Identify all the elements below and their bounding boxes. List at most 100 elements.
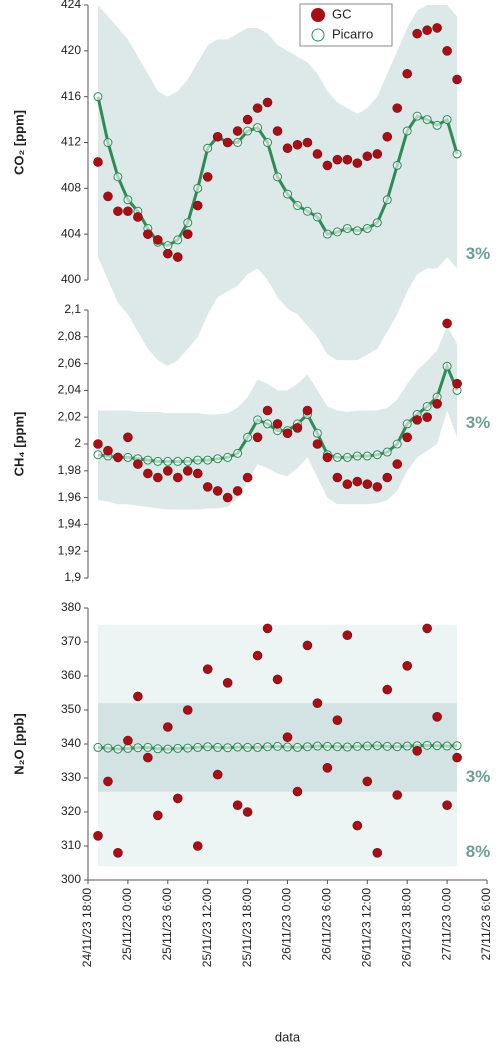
picarro-point [183, 743, 193, 753]
picarro-point [422, 740, 432, 750]
band-label: 3% [466, 767, 491, 786]
picarro-point [312, 428, 322, 438]
gc-point [442, 46, 452, 56]
gc-point [342, 630, 353, 641]
picarro-point [402, 741, 412, 751]
gc-point [352, 158, 363, 168]
y-tick-label: 1,98 [58, 463, 82, 477]
gc-point [382, 131, 393, 142]
y-axis-label: CH₄ [ppm] [11, 412, 26, 477]
gc-point [242, 114, 253, 125]
gc-point [342, 154, 353, 165]
gc-point [392, 790, 403, 800]
y-tick-label: 320 [61, 804, 81, 818]
y-tick-label: 300 [61, 872, 81, 886]
gc-point [113, 452, 123, 463]
picarro-point [372, 741, 382, 751]
y-tick-label: 360 [61, 668, 81, 682]
gc-point [212, 769, 223, 780]
picarro-point [402, 126, 412, 136]
y-tick-label: 412 [61, 135, 81, 149]
gc-point [432, 711, 442, 722]
y-tick-label: 408 [61, 181, 81, 195]
picarro-point [392, 160, 402, 170]
picarro-point [123, 743, 133, 753]
gc-point [452, 74, 462, 85]
gc-point [172, 252, 183, 262]
picarro-point [263, 742, 273, 752]
picarro-point [233, 138, 243, 147]
picarro-point [173, 456, 183, 466]
gc-point [372, 149, 383, 159]
picarro-point [392, 742, 402, 752]
gc-point [282, 143, 293, 154]
picarro-point [263, 419, 273, 429]
picarro-point [193, 455, 203, 465]
picarro-point [243, 126, 253, 136]
y-tick-label: 340 [61, 736, 81, 750]
picarro-point [442, 115, 452, 125]
picarro-point [422, 401, 432, 411]
picarro-point [312, 212, 322, 222]
picarro-point [153, 744, 163, 754]
y-tick-label: 424 [61, 0, 81, 11]
y-axis-label: N₂O [ppb] [11, 713, 26, 774]
picarro-point [153, 456, 163, 466]
y-axis-label: CO₂ [ppm] [11, 110, 26, 175]
gc-point [163, 722, 173, 732]
gc-point [402, 660, 413, 671]
picarro-point [332, 227, 342, 237]
picarro-point [123, 452, 133, 462]
gc-point [113, 206, 123, 217]
y-tick-label: 416 [61, 89, 81, 103]
gc-point [143, 229, 153, 239]
gc-point [232, 486, 243, 496]
picarro-point [203, 143, 213, 153]
picarro-point [93, 742, 103, 752]
gc-point [332, 715, 343, 726]
picarro-point [342, 452, 352, 462]
gc-point [123, 432, 133, 443]
picarro-point [253, 123, 263, 133]
x-tick-label: 27/11/23 0:00 [439, 888, 453, 961]
gc-point [312, 439, 323, 449]
picarro-point [302, 742, 312, 752]
picarro-point [143, 455, 153, 465]
gc-point [103, 191, 113, 202]
y-tick-label: 1,9 [64, 570, 81, 584]
gc-point [302, 640, 313, 651]
gc-point [182, 229, 193, 239]
picarro-point [362, 741, 372, 751]
gc-point [322, 160, 333, 171]
picarro-point [442, 361, 452, 371]
gc-point [402, 68, 413, 79]
picarro-point [452, 149, 462, 159]
x-tick-label: 26/11/23 18:00 [399, 888, 413, 968]
y-tick-label: 1,96 [58, 490, 82, 504]
gc-point [93, 157, 103, 167]
gc-point [322, 762, 333, 773]
picarro-point [362, 223, 372, 233]
gc-point [442, 318, 452, 329]
gc-point [292, 423, 303, 433]
gc-point [412, 745, 422, 756]
x-tick-label: 24/11/23 18:00 [80, 888, 94, 968]
y-tick-label: 2,02 [58, 409, 82, 423]
gc-point [252, 103, 263, 113]
gc-point [372, 847, 383, 858]
picarro-point [193, 183, 203, 193]
gc-point [282, 732, 293, 743]
gc-point [172, 793, 183, 804]
gc-point [372, 482, 383, 492]
gc-point [382, 472, 393, 483]
gc-point [362, 151, 373, 162]
gc-point [422, 412, 432, 423]
picarro-point [253, 415, 263, 425]
gc-point [222, 137, 233, 148]
gc-point [272, 126, 283, 136]
y-tick-label: 350 [61, 702, 81, 716]
legend-label: Picarro [332, 26, 373, 41]
y-tick-label: 330 [61, 770, 81, 784]
picarro-point [332, 742, 342, 752]
gc-point [93, 439, 103, 449]
